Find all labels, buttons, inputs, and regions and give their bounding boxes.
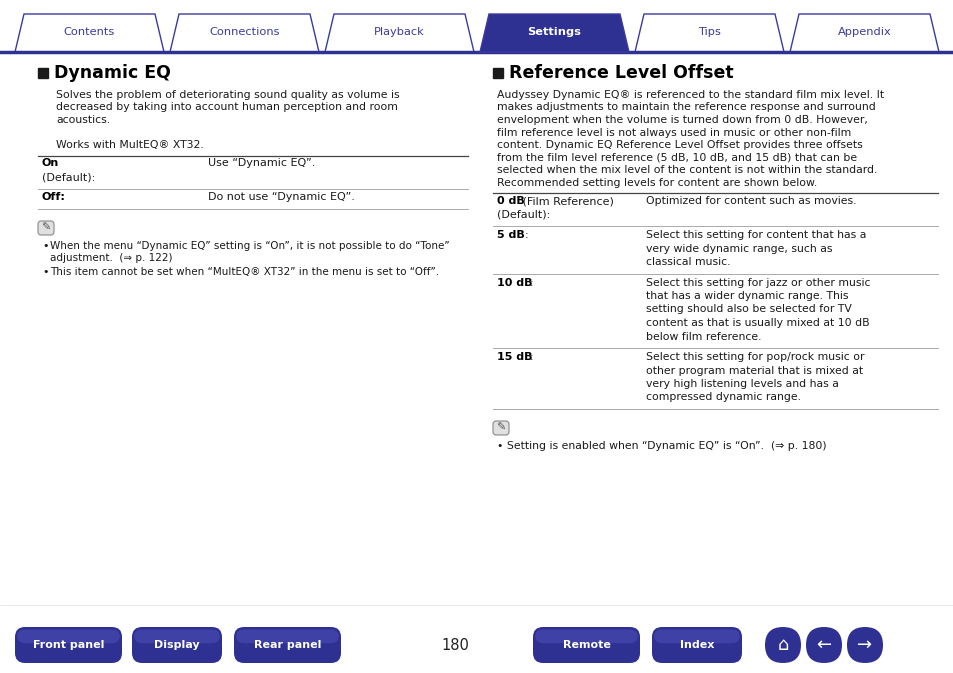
Bar	[493, 68, 502, 78]
Text: very high listening levels and has a: very high listening levels and has a	[645, 379, 838, 389]
Polygon shape	[170, 14, 318, 52]
Polygon shape	[635, 14, 783, 52]
Text: When the menu “Dynamic EQ” setting is “On”, it is not possible to do “Tone”: When the menu “Dynamic EQ” setting is “O…	[50, 241, 449, 251]
FancyBboxPatch shape	[15, 627, 122, 663]
FancyBboxPatch shape	[235, 629, 338, 643]
Text: ⌂: ⌂	[777, 636, 788, 654]
Text: :: :	[530, 277, 533, 287]
Text: :: :	[524, 230, 528, 240]
Text: Off:: Off:	[42, 192, 66, 203]
Text: Playback: Playback	[374, 27, 424, 37]
FancyBboxPatch shape	[133, 629, 220, 643]
FancyBboxPatch shape	[533, 627, 639, 663]
Text: Connections: Connections	[209, 27, 279, 37]
Polygon shape	[479, 14, 628, 52]
Text: (Default):: (Default):	[42, 172, 95, 182]
Text: Do not use “Dynamic EQ”.: Do not use “Dynamic EQ”.	[208, 192, 355, 203]
Text: 0 dB: 0 dB	[497, 196, 524, 206]
FancyBboxPatch shape	[132, 627, 222, 663]
Text: Display: Display	[154, 640, 199, 650]
Polygon shape	[15, 14, 164, 52]
Polygon shape	[325, 14, 474, 52]
Text: Appendix: Appendix	[837, 27, 890, 37]
FancyBboxPatch shape	[764, 627, 801, 663]
Text: compressed dynamic range.: compressed dynamic range.	[645, 392, 801, 402]
Text: very wide dynamic range, such as: very wide dynamic range, such as	[645, 244, 832, 254]
Text: that has a wider dynamic range. This: that has a wider dynamic range. This	[645, 291, 847, 301]
Text: This item cannot be set when “MultEQ® XT32” in the menu is set to “Off”.: This item cannot be set when “MultEQ® XT…	[50, 267, 438, 277]
Text: Solves the problem of deteriorating sound quality as volume is: Solves the problem of deteriorating soun…	[56, 90, 399, 100]
Text: ✎: ✎	[496, 423, 505, 433]
Text: Dynamic EQ: Dynamic EQ	[54, 64, 171, 82]
Text: •: •	[42, 267, 49, 277]
FancyBboxPatch shape	[38, 221, 54, 235]
Text: 5 dB: 5 dB	[497, 230, 528, 240]
Text: adjustment.  (⇒ p. 122): adjustment. (⇒ p. 122)	[50, 253, 172, 263]
Text: Select this setting for pop/rock music or: Select this setting for pop/rock music o…	[645, 352, 863, 362]
Text: Reference Level Offset: Reference Level Offset	[509, 64, 733, 82]
Text: envelopment when the volume is turned down from 0 dB. However,: envelopment when the volume is turned do…	[497, 115, 867, 125]
Text: →: →	[857, 636, 872, 654]
FancyBboxPatch shape	[846, 627, 882, 663]
Text: •: •	[42, 241, 49, 251]
Text: 180: 180	[440, 637, 469, 653]
Text: Audyssey Dynamic EQ® is referenced to the standard film mix level. It: Audyssey Dynamic EQ® is referenced to th…	[497, 90, 883, 100]
FancyBboxPatch shape	[654, 629, 740, 643]
Text: setting should also be selected for TV: setting should also be selected for TV	[645, 304, 851, 314]
Polygon shape	[789, 14, 938, 52]
Text: Select this setting for content that has a: Select this setting for content that has…	[645, 230, 865, 240]
Text: (Film Reference): (Film Reference)	[518, 196, 613, 206]
Text: Recommended setting levels for content are shown below.: Recommended setting levels for content a…	[497, 178, 817, 188]
FancyBboxPatch shape	[651, 627, 741, 663]
Text: decreased by taking into account human perception and room: decreased by taking into account human p…	[56, 102, 397, 112]
Text: Index: Index	[679, 640, 714, 650]
Text: below film reference.: below film reference.	[645, 332, 760, 341]
Text: Contents: Contents	[64, 27, 115, 37]
FancyBboxPatch shape	[805, 627, 841, 663]
Text: Settings: Settings	[527, 27, 580, 37]
Text: other program material that is mixed at: other program material that is mixed at	[645, 365, 862, 376]
Text: 10 dB: 10 dB	[497, 277, 536, 287]
FancyBboxPatch shape	[17, 629, 120, 643]
Bar	[38, 68, 48, 78]
Text: :: :	[530, 352, 533, 362]
Text: • Setting is enabled when “Dynamic EQ” is “On”.  (⇒ p. 180): • Setting is enabled when “Dynamic EQ” i…	[497, 441, 825, 451]
Text: Front panel: Front panel	[32, 640, 104, 650]
Text: classical music.: classical music.	[645, 257, 730, 267]
Text: Optimized for content such as movies.: Optimized for content such as movies.	[645, 196, 856, 206]
Text: content as that is usually mixed at 10 dB: content as that is usually mixed at 10 d…	[645, 318, 869, 328]
Text: makes adjustments to maintain the reference response and surround: makes adjustments to maintain the refere…	[497, 102, 875, 112]
FancyBboxPatch shape	[493, 421, 509, 435]
Text: Remote: Remote	[562, 640, 610, 650]
Text: ✎: ✎	[41, 223, 51, 233]
Text: acoustics.: acoustics.	[56, 115, 110, 125]
FancyBboxPatch shape	[233, 627, 340, 663]
Text: Works with MultEQ® XT32.: Works with MultEQ® XT32.	[56, 140, 204, 150]
Text: selected when the mix level of the content is not within the standard.: selected when the mix level of the conte…	[497, 165, 877, 175]
Text: film reference level is not always used in music or other non-film: film reference level is not always used …	[497, 127, 850, 137]
Text: Select this setting for jazz or other music: Select this setting for jazz or other mu…	[645, 277, 869, 287]
FancyBboxPatch shape	[535, 629, 638, 643]
Text: (Default):: (Default):	[497, 209, 550, 219]
Text: On: On	[42, 159, 59, 168]
Text: Rear panel: Rear panel	[253, 640, 321, 650]
Text: ←: ←	[816, 636, 831, 654]
Text: Use “Dynamic EQ”.: Use “Dynamic EQ”.	[208, 159, 315, 168]
Text: from the film level reference (5 dB, 10 dB, and 15 dB) that can be: from the film level reference (5 dB, 10 …	[497, 153, 856, 162]
Text: 15 dB: 15 dB	[497, 352, 536, 362]
Text: content. Dynamic EQ Reference Level Offset provides three offsets: content. Dynamic EQ Reference Level Offs…	[497, 140, 862, 150]
Text: Tips: Tips	[698, 27, 720, 37]
